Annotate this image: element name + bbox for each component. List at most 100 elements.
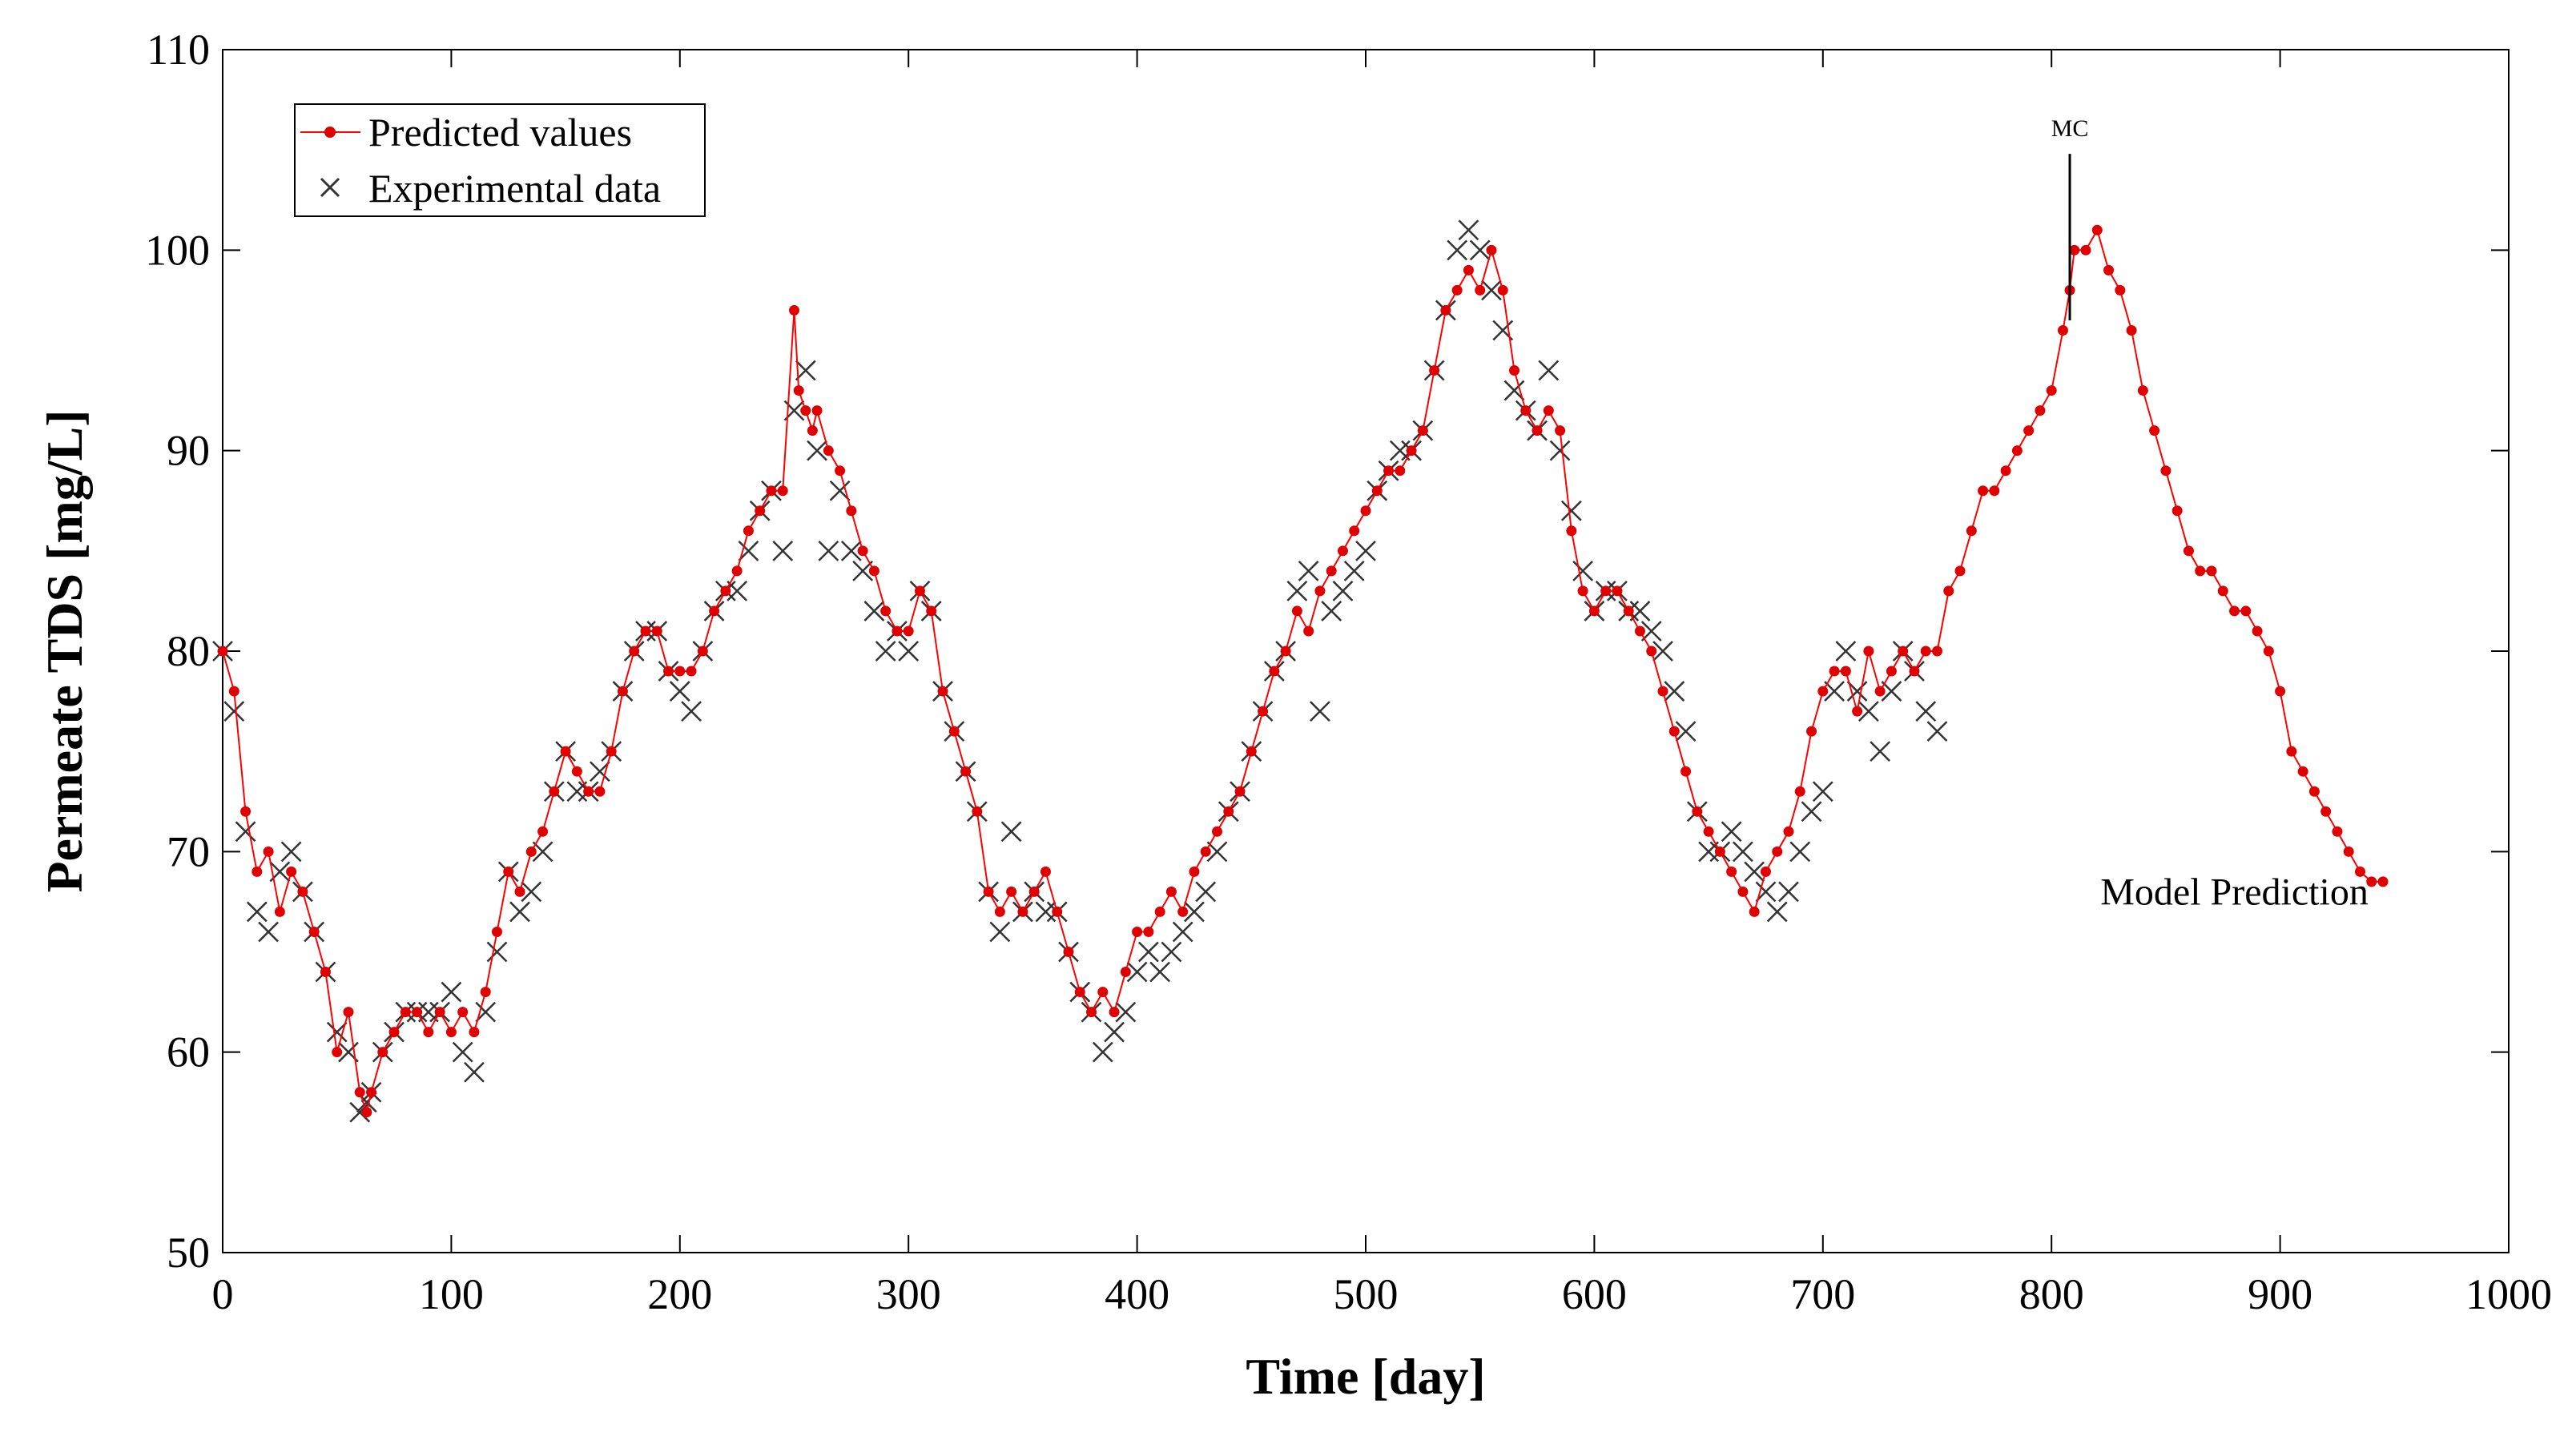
experimental-point — [840, 540, 862, 561]
predicted-point — [514, 886, 525, 897]
y-tick-label: 80 — [167, 627, 210, 675]
predicted-point — [361, 1107, 372, 1118]
experimental-point — [441, 981, 462, 1003]
predicted-point — [297, 886, 308, 897]
predicted-point — [994, 906, 1005, 917]
predicted-point — [983, 886, 994, 897]
predicted-values-series — [217, 224, 2389, 1118]
predicted-point — [2057, 324, 2068, 336]
experimental-point — [1286, 581, 1308, 601]
predicted-point — [1200, 846, 1211, 857]
predicted-point — [2252, 625, 2263, 637]
predicted-point — [1074, 987, 1085, 998]
predicted-point — [1497, 284, 1508, 296]
x-tick-label: 700 — [1790, 1270, 1855, 1318]
predicted-point — [1486, 244, 1497, 255]
predicted-point — [2377, 876, 2389, 887]
x-tick-label: 100 — [419, 1270, 484, 1318]
predicted-point — [2320, 806, 2332, 817]
predicted-point — [1303, 625, 1314, 637]
predicted-point — [1451, 284, 1463, 296]
predicted-point — [2080, 244, 2091, 255]
experimental-point — [1332, 581, 1354, 601]
predicted-point — [445, 1027, 457, 1038]
predicted-point — [1280, 646, 1291, 657]
experimental-point — [1744, 861, 1765, 883]
experimental-point — [795, 360, 816, 381]
experimental-point — [1321, 601, 1342, 621]
experimental-point — [1789, 841, 1811, 863]
predicted-point — [1898, 646, 1909, 657]
predicted-point — [1509, 365, 1520, 376]
predicted-point — [366, 1087, 377, 1098]
experimental-point — [1092, 1041, 1113, 1063]
predicted-point — [1783, 826, 1794, 837]
predicted-point — [903, 625, 914, 637]
experimental-point — [1298, 560, 1319, 581]
experimental-point — [475, 1001, 497, 1023]
predicted-point — [2229, 605, 2240, 617]
predicted-point — [1052, 906, 1063, 917]
predicted-point — [1874, 686, 1886, 697]
predicted-point — [811, 405, 823, 416]
predicted-point — [274, 906, 285, 917]
predicted-point — [1337, 545, 1348, 557]
predicted-point — [388, 1027, 400, 1038]
x-tick-label: 800 — [2019, 1270, 2084, 1318]
predicted-point — [948, 726, 960, 737]
predicted-point — [1383, 465, 1395, 477]
experimental-point — [1184, 901, 1205, 923]
predicted-point — [1634, 625, 1645, 637]
predicted-point — [1371, 485, 1383, 497]
experimental-point — [1469, 239, 1491, 261]
predicted-point — [2275, 686, 2286, 697]
experimental-point — [349, 1101, 371, 1123]
experimental-point — [1481, 280, 1502, 301]
predicted-point — [1246, 746, 1257, 757]
predicted-point — [377, 1047, 388, 1058]
experimental-point — [1858, 701, 1879, 722]
predicted-point — [2354, 866, 2365, 877]
experimental-point — [669, 681, 690, 702]
predicted-point — [857, 545, 868, 557]
predicted-point — [2160, 465, 2171, 477]
predicted-point — [1612, 585, 1623, 597]
predicted-point — [2091, 224, 2103, 235]
predicted-point — [960, 766, 972, 777]
predicted-point — [2286, 746, 2297, 757]
predicted-point — [1772, 846, 1783, 857]
predicted-point — [937, 686, 948, 697]
predicted-point — [835, 465, 846, 477]
predicted-point — [343, 1007, 354, 1018]
predicted-point — [868, 565, 879, 577]
predicted-point — [1211, 826, 1222, 837]
predicted-point — [525, 846, 537, 857]
predicted-point — [2035, 405, 2046, 416]
predicted-point — [1269, 666, 1280, 677]
predicted-point — [228, 686, 239, 697]
predicted-point — [1600, 585, 1612, 597]
experimental-point — [1538, 360, 1560, 381]
experimental-point — [898, 641, 920, 662]
predicted-point — [709, 605, 720, 617]
predicted-point — [1852, 706, 1863, 717]
predicted-point — [2217, 585, 2228, 597]
predicted-point — [1520, 405, 1532, 416]
predicted-point — [549, 786, 560, 797]
experimental-point — [818, 540, 839, 561]
x-tick-label: 0 — [212, 1270, 234, 1318]
predicted-point — [1120, 967, 1131, 978]
predicted-point — [583, 786, 594, 797]
predicted-point — [400, 1007, 411, 1018]
predicted-point — [674, 666, 686, 677]
experimental-point — [1104, 1021, 1125, 1043]
predicted-point — [503, 866, 514, 877]
x-tick-label: 900 — [2248, 1270, 2312, 1318]
predicted-point — [800, 405, 811, 416]
y-axis: 50 60 70 80 90 100 110 — [145, 26, 2509, 1277]
predicted-point — [252, 866, 263, 877]
experimental-point — [863, 601, 885, 621]
predicted-point — [412, 1007, 423, 1018]
predicted-point — [1291, 605, 1302, 617]
